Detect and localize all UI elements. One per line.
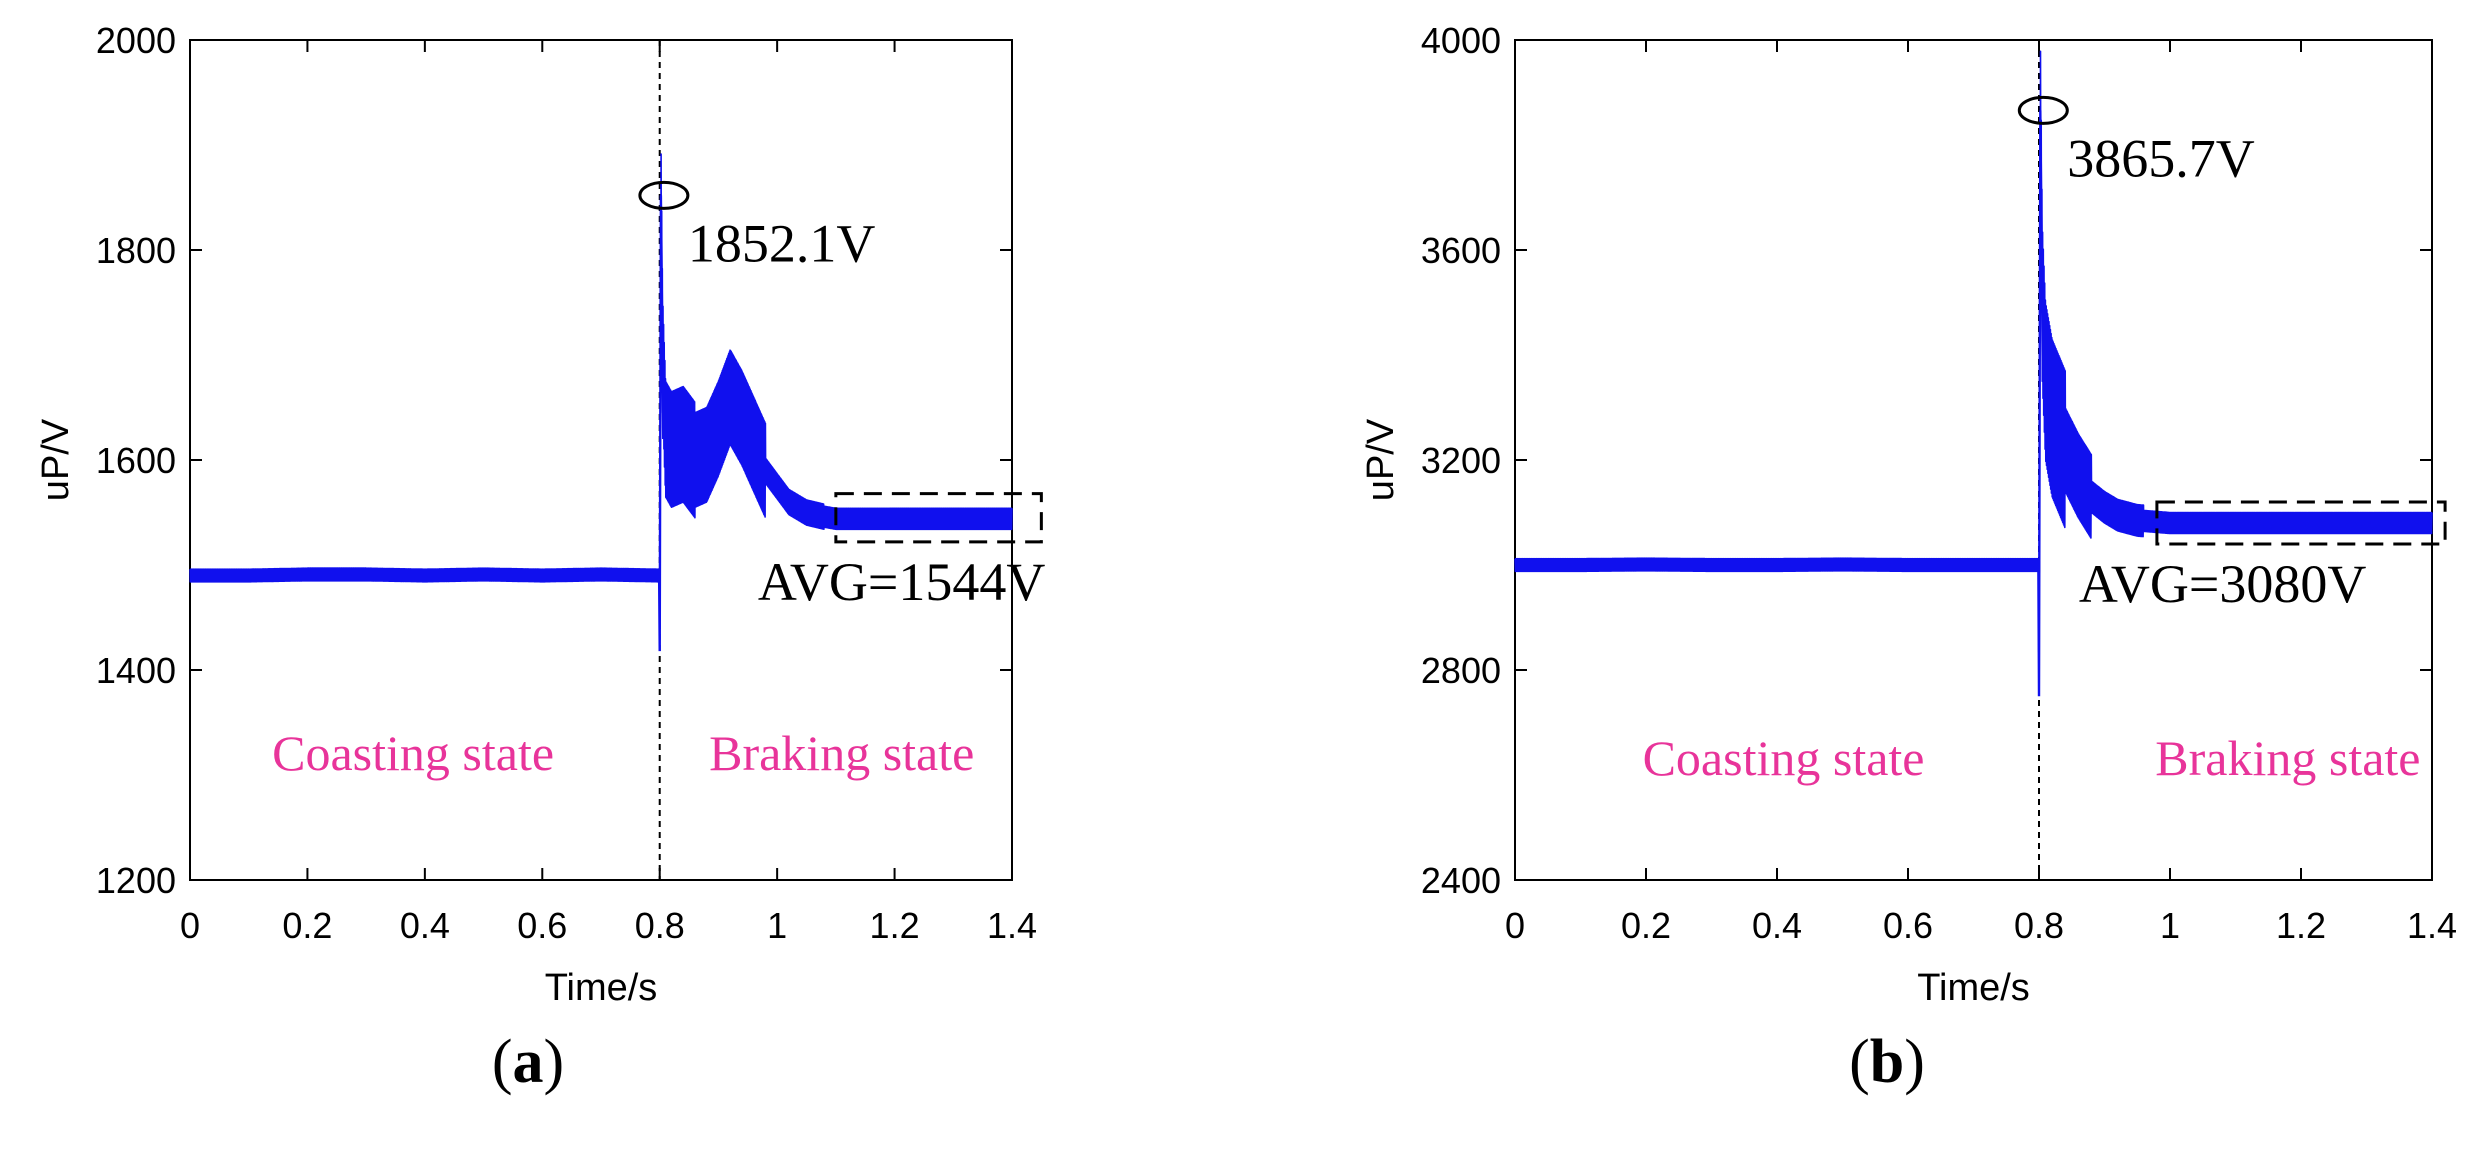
panel-caption-open: (: [1849, 1028, 1870, 1096]
x-tick-label: 0.4: [1752, 905, 1802, 946]
x-tick-label: 0.8: [2014, 905, 2064, 946]
x-tick-label: 1.4: [987, 905, 1037, 946]
peak-marker-ellipse: [2017, 95, 2069, 125]
y-tick-label: 2800: [1421, 650, 1501, 691]
y-axis-label: uP/V: [35, 418, 77, 501]
x-tick-label: 1: [767, 905, 787, 946]
panel-caption-open: (: [492, 1028, 513, 1096]
peak-label: 3865.7V: [2067, 128, 2255, 188]
avg-label: AVG=1544V: [758, 552, 1045, 612]
panel-caption-letter: b: [1870, 1028, 1904, 1096]
x-tick-label: 0.8: [635, 905, 685, 946]
panel-caption-close: ): [1904, 1028, 1925, 1096]
y-tick-label: 1600: [96, 440, 176, 481]
x-axis-label: Time/s: [1917, 967, 2030, 1009]
x-tick-label: 0.2: [282, 905, 332, 946]
y-tick-label: 2400: [1421, 860, 1501, 901]
panel-caption-letter: a: [513, 1028, 544, 1096]
signal-line: [1514, 50, 2433, 653]
y-tick-label: 3600: [1421, 230, 1501, 271]
x-tick-label: 1.2: [2276, 905, 2326, 946]
avg-label: AVG=3080V: [2079, 554, 2366, 614]
x-tick-label: 0.6: [1883, 905, 1933, 946]
signal-line: [189, 153, 1013, 630]
x-tick-label: 1.4: [2407, 905, 2457, 946]
avg-box: [2155, 500, 2447, 546]
x-tick-label: 0: [1505, 905, 1525, 946]
braking-state-label: Braking state: [2155, 730, 2420, 786]
y-tick-label: 2000: [96, 20, 176, 61]
chart-panel-b: 0 0.2 0.4 0.6 0.8 1 1.2 1.4 2400 2800 3200 3600 4000…: [1360, 20, 2457, 1096]
y-tick-label: 1800: [96, 230, 176, 271]
panel-caption-close: ): [544, 1028, 565, 1096]
panel-caption: (b): [1849, 1028, 1925, 1096]
x-tick-label: 0.4: [400, 905, 450, 946]
x-tick-label: 1.2: [870, 905, 920, 946]
y-tick-label: 1200: [96, 860, 176, 901]
x-tick-label: 0.2: [1621, 905, 1671, 946]
avg-box: [834, 492, 1043, 544]
peak-label: 1852.1V: [688, 213, 876, 273]
x-tick-label: 0.6: [517, 905, 567, 946]
signal-spike: [2037, 110, 2045, 697]
y-tick-label: 3200: [1421, 440, 1501, 481]
x-tick-label: 1: [2160, 905, 2180, 946]
y-tick-label: 4000: [1421, 20, 1501, 61]
peak-marker-ellipse: [638, 180, 690, 210]
x-tick-label: 0: [180, 905, 200, 946]
x-axis-label: Time/s: [545, 967, 658, 1009]
braking-state-label: Braking state: [709, 725, 974, 781]
chart-panel-a: 0 0.2 0.4 0.6 0.8 1 1.2 1.4 1200 1400 1600 1800 2000…: [35, 20, 1045, 1096]
coasting-state-label: Coasting state: [272, 725, 554, 781]
coasting-state-label: Coasting state: [1643, 730, 1925, 786]
panel-caption: (a): [492, 1028, 564, 1096]
y-tick-label: 1400: [96, 650, 176, 691]
y-axis-label: uP/V: [1360, 418, 1402, 501]
signal-spike: [657, 195, 665, 652]
